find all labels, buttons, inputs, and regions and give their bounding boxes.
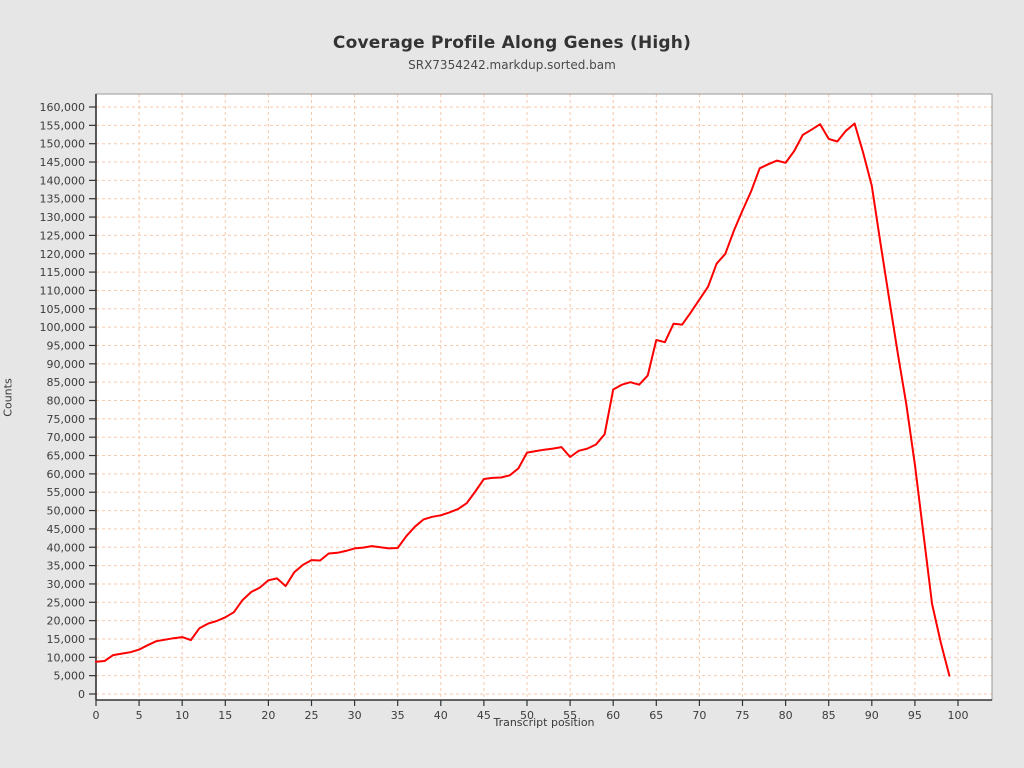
svg-text:25: 25 bbox=[305, 709, 319, 722]
svg-text:65,000: 65,000 bbox=[47, 450, 86, 463]
y-tick-labels: 0 5,000 10,000 15,000 20,000 25,000 30,000 35,0… bbox=[40, 101, 86, 701]
svg-text:20,000: 20,000 bbox=[47, 615, 86, 628]
svg-text:50,000: 50,000 bbox=[47, 505, 86, 518]
svg-text:35,000: 35,000 bbox=[47, 560, 86, 573]
svg-text:95,000: 95,000 bbox=[47, 339, 86, 352]
chart-title: Coverage Profile Along Genes (High) bbox=[332, 33, 692, 53]
svg-text:100,000: 100,000 bbox=[40, 321, 86, 334]
svg-text:75,000: 75,000 bbox=[47, 413, 86, 426]
svg-text:50: 50 bbox=[520, 709, 534, 722]
chart-subtitle: SRX7354242.markdup.sorted.bam bbox=[408, 58, 616, 72]
svg-text:5: 5 bbox=[136, 709, 143, 722]
svg-text:60: 60 bbox=[606, 709, 620, 722]
coverage-line bbox=[95, 122, 951, 677]
svg-text:60,000: 60,000 bbox=[47, 468, 86, 481]
svg-text:160,000: 160,000 bbox=[40, 101, 86, 114]
svg-text:120,000: 120,000 bbox=[40, 248, 86, 261]
svg-text:55: 55 bbox=[563, 709, 577, 722]
svg-text:125,000: 125,000 bbox=[40, 229, 86, 242]
svg-text:140,000: 140,000 bbox=[40, 174, 86, 187]
svg-text:85: 85 bbox=[822, 709, 836, 722]
svg-text:40,000: 40,000 bbox=[47, 541, 86, 554]
svg-text:80: 80 bbox=[779, 709, 793, 722]
svg-text:145,000: 145,000 bbox=[40, 156, 86, 169]
svg-text:0: 0 bbox=[93, 709, 100, 722]
svg-text:135,000: 135,000 bbox=[40, 193, 86, 206]
svg-text:70: 70 bbox=[692, 709, 706, 722]
svg-text:30,000: 30,000 bbox=[47, 578, 86, 591]
svg-text:40: 40 bbox=[434, 709, 448, 722]
svg-text:80,000: 80,000 bbox=[47, 395, 86, 408]
svg-text:45,000: 45,000 bbox=[47, 523, 86, 536]
svg-text:35: 35 bbox=[391, 709, 405, 722]
svg-text:55,000: 55,000 bbox=[47, 486, 86, 499]
svg-text:85,000: 85,000 bbox=[47, 376, 86, 389]
svg-text:25,000: 25,000 bbox=[47, 596, 86, 609]
x-axis-label: Transcript position bbox=[493, 716, 595, 729]
plot-background bbox=[96, 94, 992, 700]
svg-text:130,000: 130,000 bbox=[40, 211, 86, 224]
svg-text:155,000: 155,000 bbox=[40, 119, 86, 132]
svg-text:10,000: 10,000 bbox=[47, 651, 86, 664]
svg-text:90: 90 bbox=[865, 709, 879, 722]
gridlines bbox=[95, 94, 992, 700]
svg-text:75: 75 bbox=[736, 709, 750, 722]
svg-text:15: 15 bbox=[218, 709, 232, 722]
svg-text:95: 95 bbox=[908, 709, 922, 722]
axes bbox=[95, 94, 992, 701]
x-tick-labels: 0 5 10 15 20 25 30 35 40 45 50 55 60 65 70 75 80 85 90 95 10… bbox=[93, 709, 969, 722]
svg-text:15,000: 15,000 bbox=[47, 633, 86, 646]
svg-text:110,000: 110,000 bbox=[40, 284, 86, 297]
tick-marks bbox=[89, 106, 959, 706]
svg-text:100: 100 bbox=[948, 709, 969, 722]
svg-text:115,000: 115,000 bbox=[40, 266, 86, 279]
svg-text:90,000: 90,000 bbox=[47, 358, 86, 371]
svg-text:105,000: 105,000 bbox=[40, 303, 86, 316]
svg-text:70,000: 70,000 bbox=[47, 431, 86, 444]
svg-text:5,000: 5,000 bbox=[54, 670, 86, 683]
svg-text:10: 10 bbox=[175, 709, 189, 722]
svg-text:0: 0 bbox=[78, 688, 85, 701]
svg-text:65: 65 bbox=[649, 709, 663, 722]
svg-text:20: 20 bbox=[261, 709, 275, 722]
svg-text:45: 45 bbox=[477, 709, 491, 722]
svg-text:150,000: 150,000 bbox=[40, 138, 86, 151]
svg-text:30: 30 bbox=[348, 709, 362, 722]
